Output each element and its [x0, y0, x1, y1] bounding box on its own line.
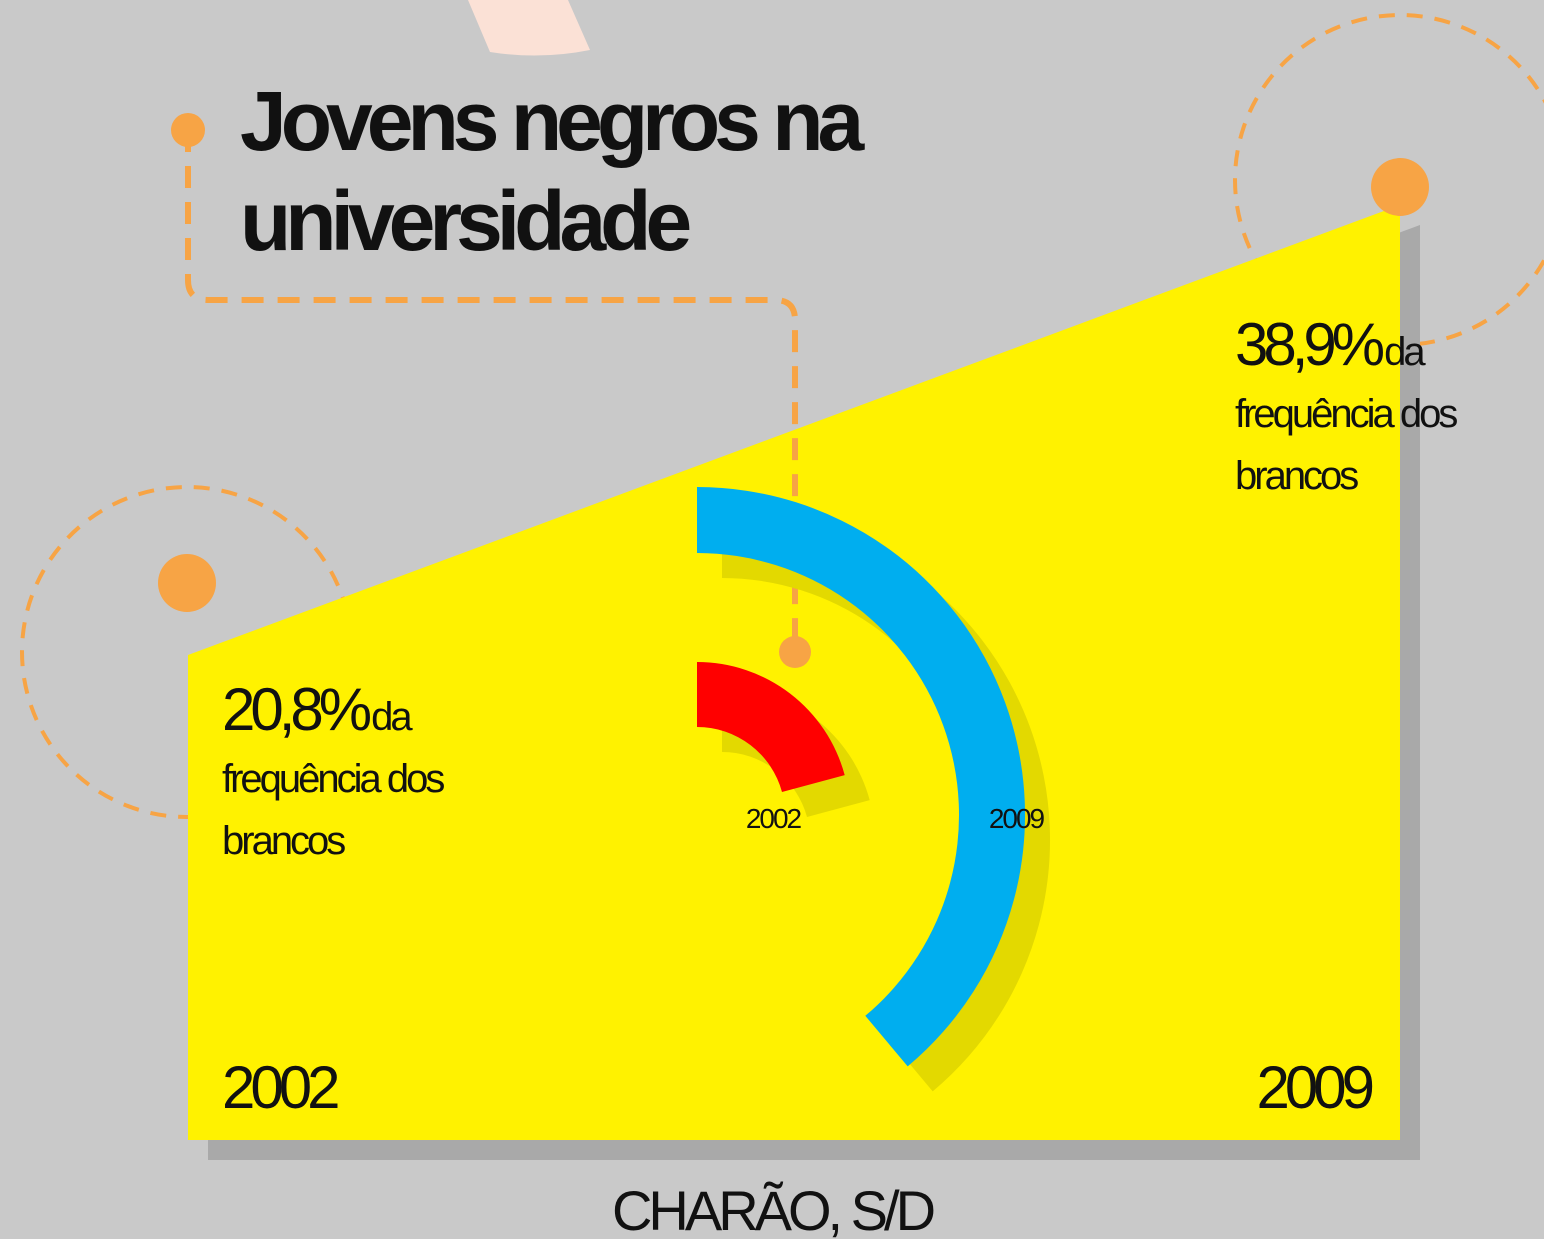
- bar-label: 2009: [989, 803, 1045, 834]
- dot: [779, 636, 811, 668]
- radial-bar: [697, 487, 1026, 1067]
- year-label: 2009: [1257, 1054, 1373, 1121]
- dot: [171, 113, 205, 147]
- bar-label: 2002: [746, 803, 802, 834]
- connector: [185, 130, 798, 650]
- chart-title: Jovens negros na universidade: [240, 74, 866, 268]
- annotation: da frequência dos brancos: [1235, 330, 1457, 498]
- dot: [158, 554, 216, 612]
- decor-shape: [468, 0, 590, 56]
- panel: [188, 205, 1400, 1140]
- value-label: 38,9%: [1235, 311, 1384, 378]
- source: CHARÃO, S/D: [612, 1179, 934, 1239]
- dot: [1371, 158, 1429, 216]
- value-label: 20,8%: [222, 676, 371, 743]
- annotation: da frequência dos brancos: [222, 695, 444, 863]
- year-label: 2002: [222, 1054, 338, 1121]
- radial-bar: [697, 662, 845, 792]
- arcs: [697, 487, 1051, 1092]
